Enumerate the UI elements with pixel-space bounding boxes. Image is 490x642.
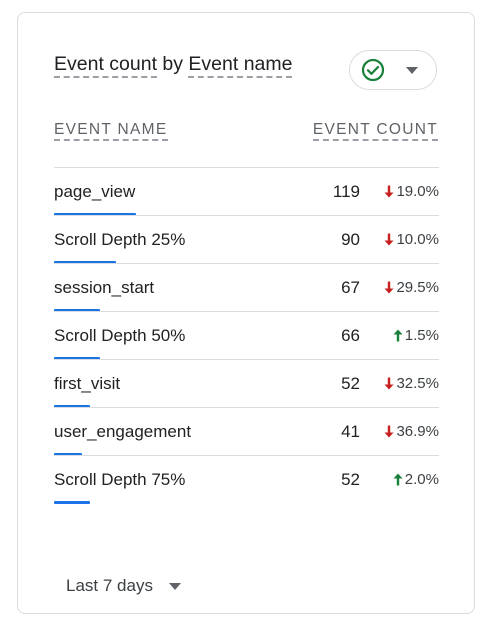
- event-count: 119: [332, 182, 360, 201]
- share-bar: [54, 453, 82, 456]
- share-bar: [54, 213, 136, 216]
- change-percent: 32.5%: [396, 375, 439, 392]
- date-range-label: Last 7 days: [66, 576, 153, 595]
- card-title: Event count by Event name: [54, 53, 293, 78]
- share-bar: [54, 405, 90, 408]
- data-status-dropdown[interactable]: [349, 50, 437, 90]
- event-table: page_view 119 19.0% Scroll Depth 25% 90 10.0%…: [54, 167, 439, 504]
- event-name: page_view: [54, 182, 136, 201]
- event-name: session_start: [54, 278, 155, 297]
- table-row[interactable]: session_start 67 29.5%: [54, 263, 439, 312]
- metric-label[interactable]: Event count: [54, 53, 157, 78]
- table-row[interactable]: page_view 119 19.0%: [54, 167, 439, 216]
- share-bar: [54, 309, 100, 312]
- change-percent: 2.0%: [404, 471, 439, 488]
- change-indicator: 1.5%: [393, 327, 439, 344]
- change-percent: 36.9%: [396, 423, 439, 440]
- event-name: first_visit: [54, 374, 121, 393]
- column-header-event-name[interactable]: EVENT NAME: [54, 121, 168, 141]
- share-bar: [54, 261, 116, 264]
- event-name: Scroll Depth 75%: [54, 470, 186, 489]
- table-row[interactable]: Scroll Depth 75% 52 2.0%: [54, 455, 439, 504]
- event-count: 90: [341, 230, 360, 249]
- change-indicator: 29.5%: [384, 279, 439, 296]
- caret-down-icon: [406, 67, 418, 74]
- table-row[interactable]: Scroll Depth 50% 66 1.5%: [54, 311, 439, 360]
- event-name: user_engagement: [54, 422, 192, 441]
- event-count: 52: [341, 374, 360, 393]
- arrow-down-icon: [384, 233, 394, 246]
- column-header-event-count[interactable]: EVENT COUNT: [312, 121, 438, 141]
- table-row[interactable]: user_engagement 41 36.9%: [54, 407, 439, 456]
- change-indicator: 32.5%: [384, 375, 439, 392]
- event-name: Scroll Depth 25%: [54, 230, 186, 249]
- change-percent: 19.0%: [396, 183, 439, 200]
- share-bar: [54, 501, 90, 504]
- event-count: 67: [341, 278, 360, 297]
- table-row[interactable]: Scroll Depth 25% 90 10.0%: [54, 215, 439, 264]
- date-range-selector[interactable]: Last 7 days: [66, 576, 181, 596]
- arrow-down-icon: [384, 185, 394, 198]
- arrow-up-icon: [393, 329, 403, 342]
- change-indicator: 36.9%: [384, 423, 439, 440]
- change-percent: 10.0%: [396, 231, 439, 248]
- arrow-up-icon: [393, 473, 403, 486]
- table-row[interactable]: first_visit 52 32.5%: [54, 359, 439, 408]
- title-connector: by: [156, 53, 189, 75]
- event-count: 41: [341, 422, 360, 441]
- change-indicator: 2.0%: [393, 471, 439, 488]
- event-count: 66: [341, 326, 360, 345]
- event-count-card: Event count by Event name EVENT NAME EVE…: [17, 12, 475, 614]
- event-name: Scroll Depth 50%: [54, 326, 186, 345]
- change-percent: 29.5%: [396, 279, 439, 296]
- dimension-label[interactable]: Event name: [188, 53, 293, 78]
- change-indicator: 10.0%: [384, 231, 439, 248]
- arrow-down-icon: [384, 425, 394, 438]
- arrow-down-icon: [384, 281, 394, 294]
- event-count: 52: [341, 470, 360, 489]
- change-percent: 1.5%: [404, 327, 439, 344]
- change-indicator: 19.0%: [384, 183, 439, 200]
- check-circle-icon: [361, 58, 385, 82]
- arrow-down-icon: [384, 377, 394, 390]
- share-bar: [54, 357, 100, 360]
- caret-down-icon: [168, 582, 181, 590]
